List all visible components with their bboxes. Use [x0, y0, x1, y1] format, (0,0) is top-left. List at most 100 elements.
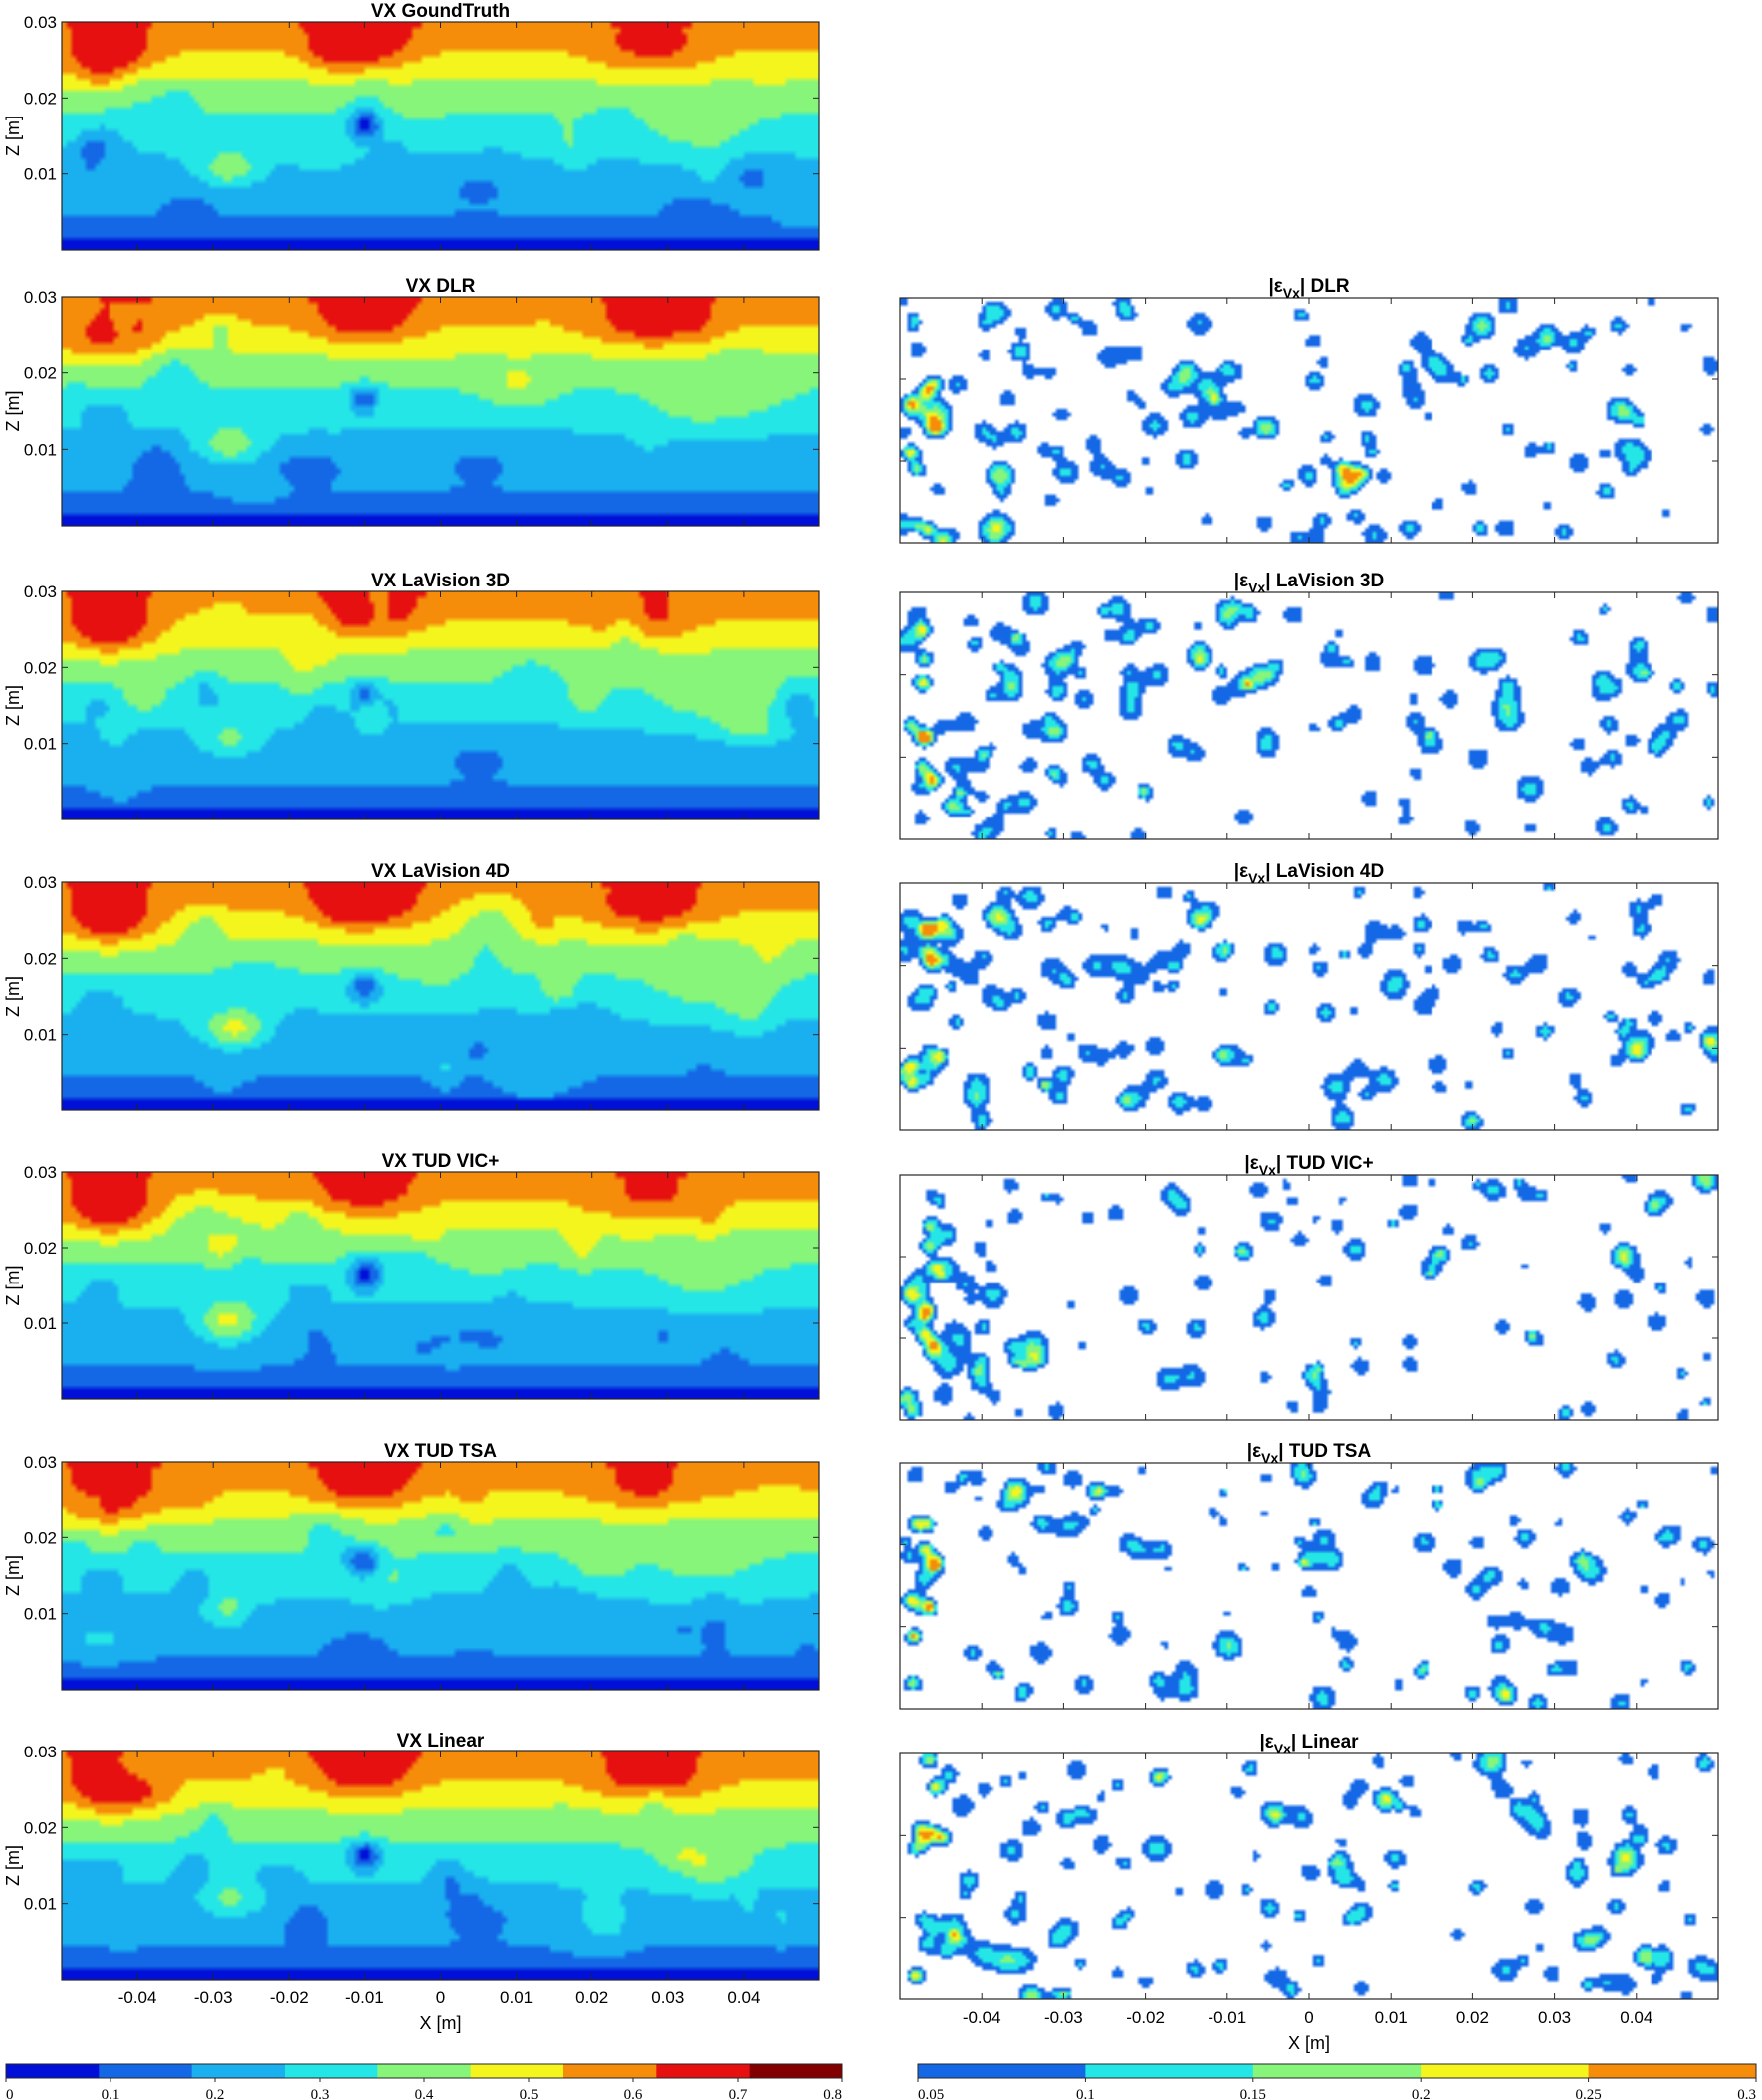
y-tick-label: 0.03: [24, 1453, 57, 1472]
y-tick-label: 0.01: [24, 1605, 57, 1624]
colorbar-swatch: [470, 2064, 564, 2078]
colorbar-swatch: [99, 2064, 193, 2078]
panel-title: |εVx| LaVision 4D: [1234, 861, 1384, 886]
colorbar-swatch: [377, 2064, 472, 2078]
colorbar-swatch: [1085, 2064, 1254, 2078]
velocity-panel: 0.01 0.02 0.03 Z [m] VX GoundTruth: [3, 1, 820, 251]
x-tick-label: 0: [1304, 2008, 1313, 2027]
y-axis-label: Z [m]: [3, 685, 23, 726]
colorbar-swatch: [1252, 2064, 1422, 2078]
error-panel: |εVx| TUD TSA: [899, 1441, 1719, 1710]
y-tick-label: 0.02: [24, 1239, 57, 1258]
y-axis-label: Z [m]: [3, 1845, 23, 1886]
velocity-field: [62, 1751, 819, 1980]
colorbar-tick-label: 0.1: [102, 2087, 120, 2100]
x-tick-label: 0.01: [1375, 2008, 1408, 2027]
y-tick-label: 0.03: [24, 1163, 57, 1182]
y-tick-label: 0.02: [24, 1818, 57, 1837]
error-panel: |εVx| DLR: [899, 276, 1719, 544]
x-tick-label: 0.04: [1620, 2008, 1652, 2027]
x-tick-label: 0.03: [651, 1988, 684, 2007]
velocity-panel: 0.01 0.02 0.03 Z [m] VX LaVision 3D: [3, 571, 820, 820]
y-tick-label: 0.02: [24, 89, 57, 108]
x-tick-label: 0.03: [1538, 2008, 1571, 2027]
x-tick-label: -0.02: [1126, 2008, 1165, 2027]
y-tick-label: 0.01: [24, 735, 57, 754]
x-tick-label: 0.04: [727, 1988, 760, 2007]
colorbar-tick-label: 0.2: [206, 2087, 225, 2100]
velocity-field: [62, 882, 819, 1110]
x-axis-label: X [m]: [1288, 2033, 1330, 2053]
y-tick-label: 0.03: [24, 13, 57, 32]
x-tick-label: -0.04: [118, 1988, 157, 2007]
y-tick-label: 0.03: [24, 873, 57, 892]
y-axis-label: Z [m]: [3, 976, 23, 1017]
colorbar-tick-label: 0.2: [1412, 2087, 1431, 2100]
error-field: [900, 1463, 1718, 1709]
colorbar-tick-label: 0.05: [918, 2087, 944, 2100]
x-tick-label: -0.01: [345, 1988, 384, 2007]
colorbar-tick-label: 0.8: [823, 2087, 842, 2100]
error-field: [900, 1175, 1718, 1420]
colorbar-swatch: [1421, 2064, 1590, 2078]
x-tick-label: 0: [436, 1988, 445, 2007]
y-axis-label: Z [m]: [3, 116, 23, 156]
colorbar-tick-label: 0: [6, 2087, 14, 2100]
colorbar-swatch: [749, 2064, 843, 2078]
colorbar-tick-label: 0.3: [311, 2087, 330, 2100]
colorbar-tick-label: 0.3: [1737, 2087, 1756, 2100]
y-tick-label: 0.01: [24, 440, 57, 459]
colorbar-error: 0.05 0.1 0.15 0.2 0.25 0.3: [917, 2063, 1757, 2100]
y-axis-label: Z [m]: [3, 1555, 23, 1596]
colorbar-tick-label: 0.15: [1240, 2087, 1266, 2100]
y-tick-label: 0.02: [24, 364, 57, 383]
colorbar-tick-label: 0.5: [520, 2087, 539, 2100]
panel-title: VX DLR: [406, 276, 476, 297]
error-panel: -0.04 -0.03 -0.02 -0.01 0 0.01 0.02 0.03 0.04 X […: [899, 1732, 1719, 2053]
panel-title: VX Linear: [397, 1731, 485, 1751]
y-axis-label: Z [m]: [3, 1266, 23, 1306]
error-field: [900, 1753, 1718, 1999]
panel-title: |εVx| TUD TSA: [1247, 1441, 1372, 1466]
x-tick-label: -0.01: [1208, 2008, 1246, 2027]
panel-title: VX TUD VIC+: [382, 1151, 500, 1172]
colorbar-tick-label: 0.4: [415, 2087, 434, 2100]
error-field: [900, 298, 1718, 543]
velocity-field: [62, 591, 819, 819]
y-tick-label: 0.01: [24, 1895, 57, 1914]
x-tick-label: -0.03: [194, 1988, 233, 2007]
velocity-field: [62, 1172, 819, 1399]
y-axis-label: Z [m]: [3, 391, 23, 432]
colorbar-velocity: 0 0.1 0.2 0.3 0.4 0.5 0.6 0.7 0.8: [5, 2063, 843, 2100]
colorbar-swatch: [656, 2064, 751, 2078]
colorbar-frame: [917, 2063, 1757, 2079]
panel-title: |εVx| DLR: [1268, 276, 1349, 301]
colorbar-swatch: [918, 2064, 1086, 2078]
x-tick-label: -0.02: [270, 1988, 309, 2007]
panel-title: |εVx| Linear: [1259, 1732, 1359, 1756]
y-tick-label: 0.01: [24, 1026, 57, 1045]
panel-title: |εVx| TUD VIC+: [1244, 1153, 1373, 1178]
x-axis-label: X [m]: [419, 2013, 461, 2033]
panel-title: |εVx| LaVision 3D: [1234, 571, 1384, 595]
colorbar-swatch: [563, 2064, 657, 2078]
velocity-panel: 0.01 0.02 0.03 Z [m] VX LaVision 4D: [3, 861, 820, 1111]
velocity-panel: 0.01 0.02 0.03 Z [m] VX TUD TSA: [3, 1441, 820, 1691]
x-tick-label: 0.02: [1456, 2008, 1489, 2027]
velocity-field: [62, 1462, 819, 1690]
panel-title: VX LaVision 4D: [371, 861, 510, 882]
colorbar-swatch: [285, 2064, 378, 2078]
colorbar-tick-label: 0.7: [729, 2087, 748, 2100]
velocity-field: [62, 297, 819, 526]
colorbar-tick-label: 0.6: [624, 2087, 643, 2100]
y-tick-label: 0.01: [24, 165, 57, 184]
x-tick-label: 0.02: [575, 1988, 608, 2007]
velocity-panel: 0.01 0.02 0.03 Z [m] VX DLR: [3, 276, 820, 527]
y-tick-label: 0.02: [24, 1528, 57, 1547]
colorbar-swatch: [1588, 2064, 1757, 2078]
y-tick-label: 0.03: [24, 288, 57, 307]
panel-title: VX TUD TSA: [384, 1441, 497, 1462]
y-tick-label: 0.02: [24, 658, 57, 677]
velocity-panel: -0.04 -0.03 -0.02 -0.01 0 0.01 0.02 0.03 0.04 0.0…: [3, 1731, 820, 2033]
